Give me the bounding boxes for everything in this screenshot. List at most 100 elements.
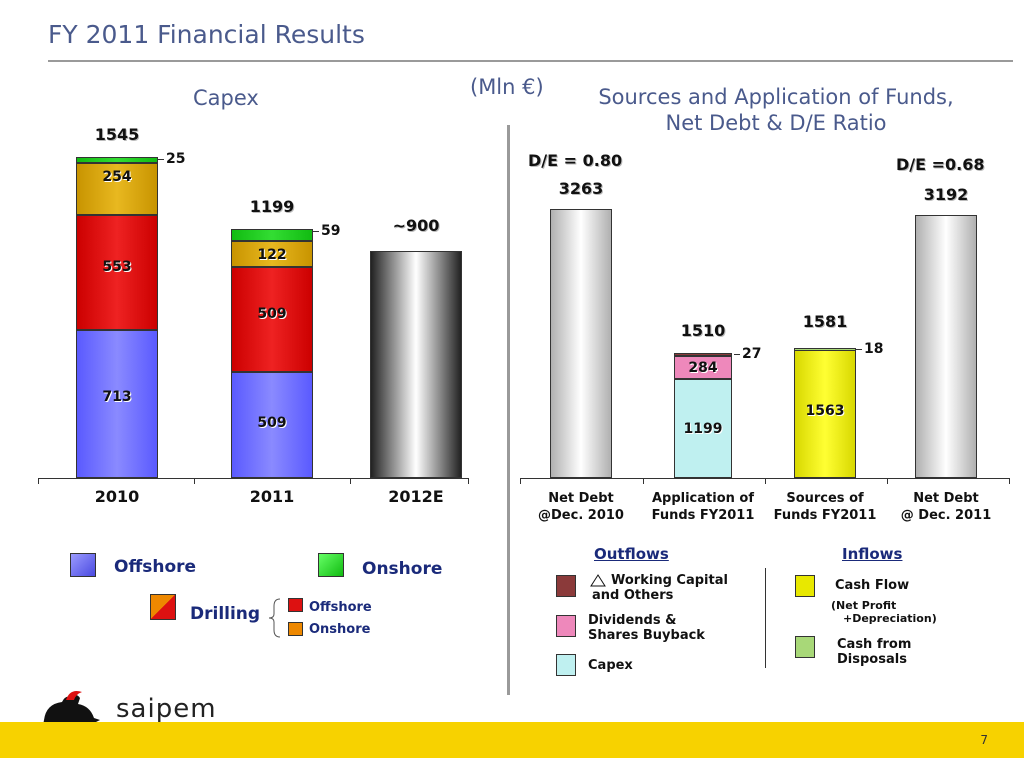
funds-axis-tick [887, 478, 888, 484]
capex-category-label: 2010 [94, 487, 140, 506]
funds-net-debt-label: 3263 [558, 178, 604, 198]
funds-category-line: @Dec. 2010 [538, 508, 624, 523]
capex-axis-tick [350, 478, 351, 484]
funds-bar-net-debt [915, 214, 977, 478]
funds-application-total: 1510 [680, 321, 726, 341]
funds-axis-tick [643, 478, 644, 484]
funds-category-line: Sources of [786, 491, 864, 506]
capex-title: Capex [193, 86, 259, 110]
legend-drilling-swatch [150, 594, 176, 620]
funds-segment-label: 1199 [683, 420, 723, 437]
funds-category-line: Net Debt [913, 491, 979, 506]
funds-chart: Net Debt @Dec. 2010 Application of Funds FY… [520, 178, 1010, 524]
funds-bar-net-debt [550, 208, 612, 478]
sources-title: Sources and Application of Funds, Net De… [556, 84, 996, 136]
legend-drilling-label: Drilling [190, 604, 261, 624]
legend-offshore-swatch [70, 553, 96, 577]
funds-category-label: Sources of Funds FY2011 [765, 490, 885, 524]
funds-bar-capex [674, 379, 732, 478]
capex-total-label: 1545 [94, 125, 140, 145]
legend-dividends-label-1: Dividends & [588, 613, 677, 628]
legend-working-capital-swatch [556, 575, 576, 597]
unit-label: (Mln €) [470, 75, 544, 99]
capex-category-label: 2011 [249, 487, 295, 506]
legend-drilling-offshore-swatch [288, 598, 303, 612]
capex-total-label: ~900 [392, 216, 440, 236]
capex-onshore-label: 59 [321, 223, 341, 240]
funds-category-label: Application of Funds FY2011 [643, 490, 763, 524]
funds-bar-disposals [794, 347, 856, 351]
page-number: 7 [980, 733, 988, 747]
delta-icon [590, 574, 606, 587]
sources-title-line1: Sources and Application of Funds, [598, 85, 954, 109]
capex-axis-tick [38, 478, 39, 484]
legend-dividends-swatch [556, 615, 576, 637]
legend-disposals-swatch [795, 636, 815, 658]
legend-inflows-header: Inflows [842, 545, 903, 563]
capex-total-label: 1199 [249, 197, 295, 217]
capex-bar-offshore [76, 330, 158, 478]
funds-leader-line [734, 354, 740, 356]
capex-bar-drilling-onshore [76, 162, 158, 216]
company-logo: saipem [116, 694, 217, 724]
legend-disposals-label-2: Disposals [837, 652, 907, 667]
capex-segment-label: 254 [102, 168, 132, 185]
capex-segment-label: 553 [102, 258, 132, 275]
capex-x-axis [38, 478, 468, 479]
capex-bar-offshore [231, 372, 313, 478]
legend-disposals-label-1: Cash from [837, 637, 912, 652]
capex-segment-label: 509 [257, 414, 287, 431]
capex-axis-tick [194, 478, 195, 484]
capex-bar-estimate [370, 251, 462, 478]
title-divider [48, 60, 1013, 62]
funds-wc-label: 27 [742, 346, 762, 363]
legend-drilling-offshore-label: Offshore [309, 600, 372, 615]
capex-segment-label: 122 [257, 247, 287, 264]
funds-category-line: Net Debt [548, 491, 614, 506]
funds-category-label: Net Debt @Dec. 2010 [521, 490, 641, 524]
legend-drilling-onshore-swatch [288, 622, 303, 636]
capex-bar-drilling-offshore [76, 215, 158, 331]
capex-leader-line [158, 159, 164, 161]
panel-separator [507, 125, 510, 695]
legend-dividends-label-2: Shares Buyback [588, 628, 705, 643]
legend-drilling-onshore-label: Onshore [309, 622, 371, 637]
funds-disposals-label: 18 [864, 340, 884, 357]
sources-title-line2: Net Debt & D/E Ratio [665, 111, 887, 135]
legend-cash-flow-label: Cash Flow [835, 578, 910, 593]
capex-category-label: 2012E [388, 487, 444, 506]
capex-bar-onshore [231, 229, 313, 242]
funds-segment-label: 1563 [805, 403, 845, 420]
legend-cash-flow-swatch [795, 575, 815, 597]
funds-bar-working-capital [674, 353, 732, 357]
funds-segment-label: 284 [688, 360, 718, 377]
legend-cash-flow-note-2: +Depreciation) [843, 612, 937, 625]
footer-bar [0, 722, 1024, 758]
funds-category-line: Funds FY2011 [773, 508, 877, 523]
funds-bar-cash-flow [794, 349, 856, 478]
funds-leader-line [856, 348, 862, 350]
legend-onshore-label: Onshore [362, 559, 443, 579]
page-title: FY 2011 Financial Results [48, 20, 365, 49]
legend-working-capital-label-2: and Others [592, 588, 674, 603]
funds-axis-tick [1009, 478, 1010, 484]
capex-onshore-label: 25 [166, 151, 186, 168]
de-ratio-2010: D/E = 0.80 [528, 151, 623, 170]
funds-net-debt-label: 3192 [923, 184, 969, 204]
legend-working-capital-label-1: Working Capital [611, 573, 728, 588]
capex-leader-line [313, 231, 319, 233]
legend-divider [765, 568, 766, 668]
capex-segment-label: 713 [102, 389, 132, 406]
funds-category-line: Application of [651, 491, 755, 506]
funds-category-label: Net Debt @ Dec. 2011 [886, 490, 1006, 524]
funds-category-line: Funds FY2011 [651, 508, 755, 523]
funds-category-line: @ Dec. 2011 [900, 508, 992, 523]
legend-capex-swatch [556, 654, 576, 676]
capex-chart: 2010 2011 2012E 713 553 254 25 1545 509 509 122 59 1… [0, 0, 507, 540]
legend-cash-flow-note-1: (Net Profit [831, 599, 897, 612]
capex-bar-drilling-offshore [231, 266, 313, 373]
capex-bar-onshore [76, 157, 158, 163]
funds-axis-tick [520, 478, 521, 484]
capex-bar-drilling-onshore [231, 241, 313, 267]
capex-axis-tick [468, 478, 469, 484]
